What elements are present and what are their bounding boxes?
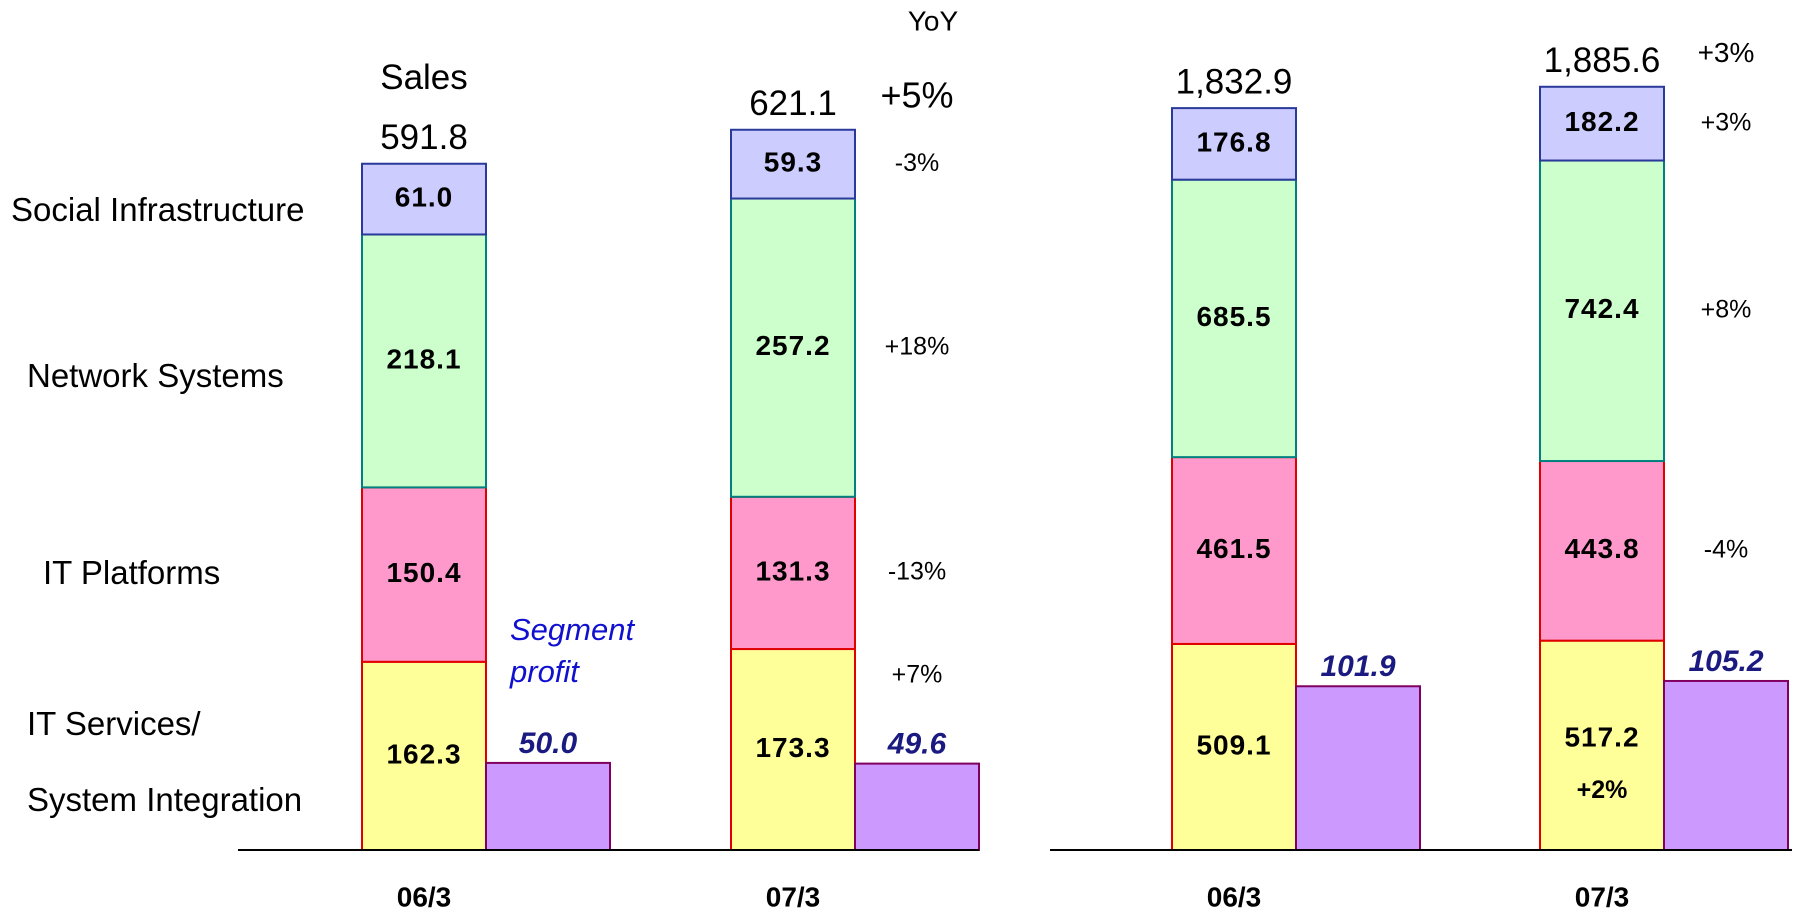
x-tick-label: 06/3 (1207, 881, 1262, 912)
yoy-label: +3% (1701, 108, 1752, 136)
bar-segment (1539, 85, 1665, 162)
value-label: 685.5 (1196, 301, 1271, 332)
value-label: 509.1 (1196, 729, 1271, 760)
total-label: 1,885.6 (1544, 41, 1661, 80)
value-label: 742.4 (1564, 293, 1639, 324)
bar-segment (361, 162, 487, 236)
profit-label: 105.2 (1688, 645, 1763, 678)
value-label: 131.3 (755, 555, 830, 586)
bar-segment (730, 128, 856, 200)
x-tick-label: 07/3 (766, 881, 821, 912)
x-tick-label: 06/3 (397, 881, 452, 912)
value-label: 61.0 (395, 181, 454, 212)
bar-segment (1539, 159, 1665, 463)
profit-bar (1663, 679, 1789, 852)
bar-segment (730, 648, 856, 852)
yoy-label: +8% (1701, 295, 1752, 323)
value-label: 461.5 (1196, 533, 1271, 564)
bar-segment (730, 495, 856, 651)
legend-label: IT Platforms (43, 554, 221, 591)
profit-bar (1295, 685, 1421, 851)
value-label: 173.3 (755, 732, 830, 763)
profit-label: 49.6 (887, 728, 947, 761)
profit-bar (854, 762, 980, 852)
total-label: 1,832.9 (1176, 62, 1293, 101)
yoy-label: -13% (888, 558, 946, 586)
total-label: 591.8 (380, 118, 468, 157)
legend-label: IT Services/ System Integration (27, 705, 303, 818)
bar-segment (1539, 460, 1665, 642)
total-yoy: +5% (880, 74, 953, 115)
profit-label: 50.0 (519, 727, 578, 760)
legend-label: Network Systems (27, 357, 284, 394)
value-label: 162.3 (386, 738, 461, 769)
profit-caption: Segment profit (510, 612, 635, 689)
bar-segment (361, 233, 487, 489)
bar-segment (1539, 639, 1665, 852)
bar-segment (361, 660, 487, 852)
value-label: 150.4 (386, 557, 461, 588)
profit-bar (485, 761, 611, 852)
bar-segment (1171, 456, 1297, 645)
value-label: 59.3 (764, 147, 823, 178)
bar-segment (1171, 642, 1297, 852)
value-label: 517.2 (1564, 722, 1639, 753)
total-yoy: +3% (1698, 37, 1755, 68)
value-label: 218.1 (386, 343, 461, 374)
bar-segment (1171, 178, 1297, 459)
bar-segment (1171, 107, 1297, 181)
yoy-label: +18% (885, 332, 950, 360)
yoy-label: -4% (1704, 535, 1748, 563)
value-label: 176.8 (1196, 126, 1271, 157)
total-caption: Sales (380, 58, 468, 97)
yoy-label: +7% (892, 661, 943, 689)
x-tick-label: 07/3 (1575, 881, 1630, 912)
profit-label: 101.9 (1320, 650, 1395, 683)
legend-label: Social Infrastructure (11, 191, 305, 228)
value-label: 182.2 (1564, 106, 1639, 137)
yoy-label: -3% (895, 149, 939, 177)
value-label: 443.8 (1564, 533, 1639, 564)
yoy-caption: YoY (908, 5, 959, 36)
total-label: 621.1 (749, 84, 837, 123)
yoy-label: +2% (1577, 776, 1628, 804)
value-label: 257.2 (755, 330, 830, 361)
